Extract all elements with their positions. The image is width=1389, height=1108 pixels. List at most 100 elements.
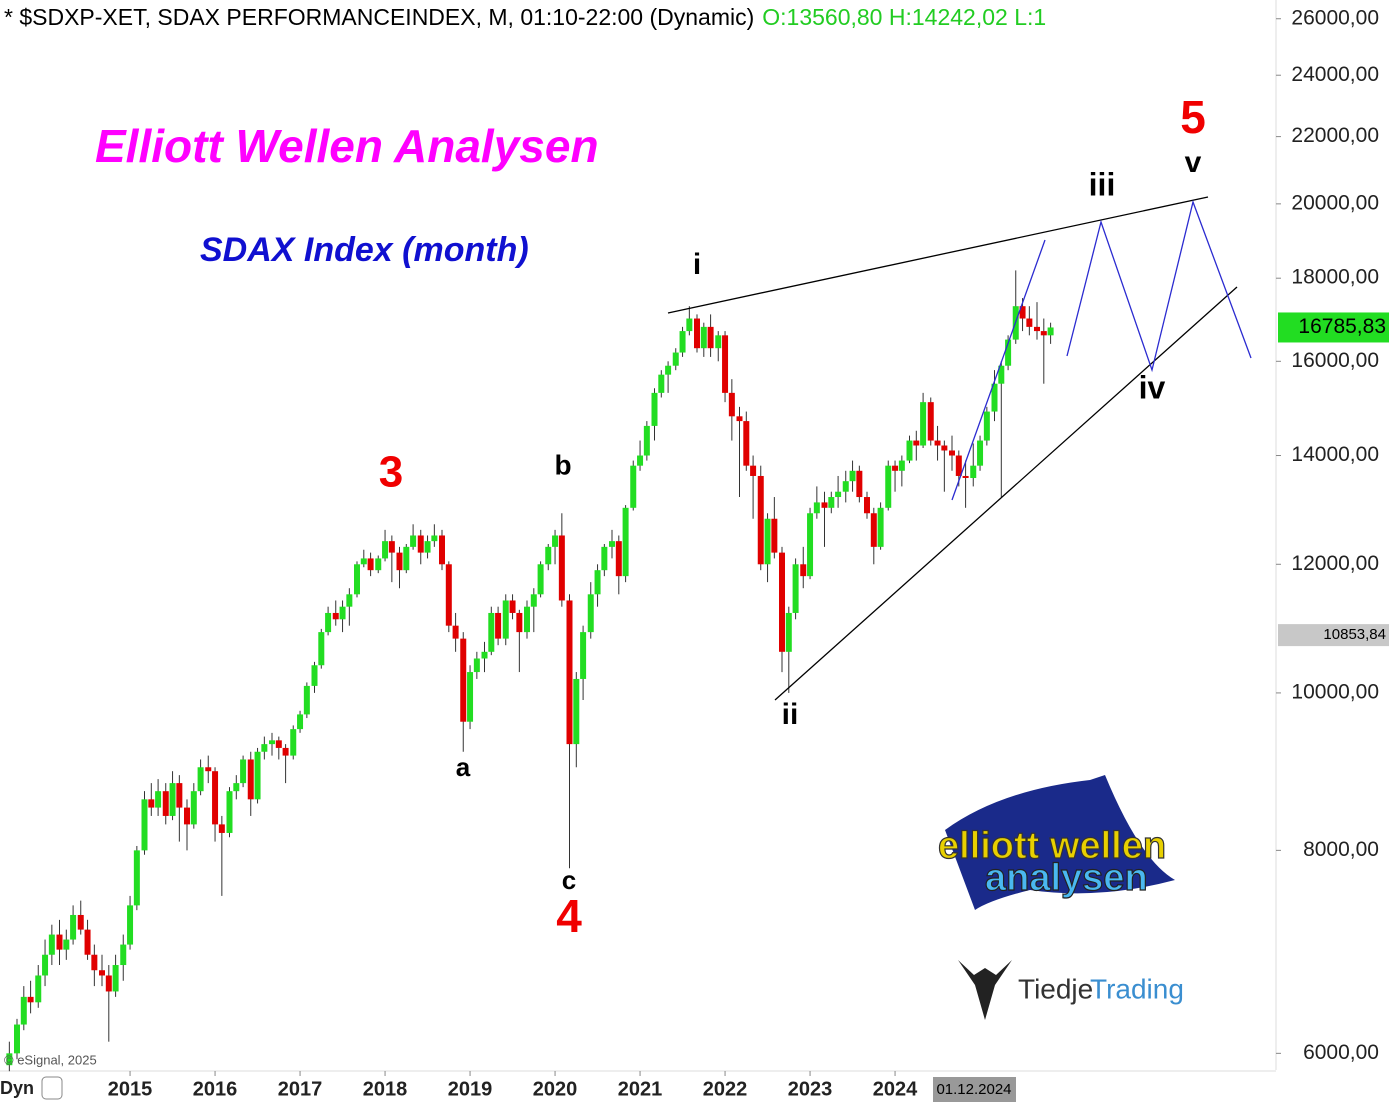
wave-line (951, 239, 1046, 501)
candle-body (311, 665, 318, 686)
candle-body (91, 954, 98, 971)
source: © eSignal, 2025 (4, 1052, 97, 1067)
candle-body (396, 552, 403, 571)
candle-body (615, 541, 622, 577)
candle-body (906, 440, 913, 461)
candle-body (20, 996, 27, 1025)
candle-body (141, 799, 148, 851)
candle-body (424, 541, 431, 553)
candles (6, 270, 1054, 1072)
candle-body (233, 783, 240, 792)
candle-body (707, 326, 714, 349)
candle-body (877, 507, 884, 547)
candle-body (962, 475, 969, 479)
candle-body (226, 791, 233, 833)
candle-body (807, 513, 814, 577)
candle-body (686, 318, 693, 332)
candle-body (934, 440, 941, 446)
wave-label: 4 (556, 890, 582, 942)
candle-body (537, 564, 544, 595)
x-tick-label: 2019 (448, 1078, 493, 1100)
candle-body (332, 612, 339, 620)
candle-body (56, 934, 63, 950)
candle-body (983, 411, 990, 441)
candle-body (892, 465, 899, 471)
candle-body (488, 612, 495, 652)
candle-body (835, 491, 842, 498)
candle-body (1005, 339, 1012, 366)
mode-label: Dyn (0, 1078, 34, 1098)
candle-body (658, 374, 665, 393)
candle-body (849, 470, 856, 482)
candle-body (240, 759, 247, 784)
candle-body (609, 541, 615, 547)
projection-line (1066, 199, 1252, 373)
candle-body (764, 518, 771, 565)
lower-trendline (774, 286, 1238, 701)
candle-body (120, 944, 127, 966)
candle-body (955, 455, 962, 476)
candle-body (736, 416, 743, 422)
candle-body (127, 905, 134, 945)
candle-body (275, 740, 282, 748)
candle-body (63, 939, 70, 950)
candle-body (190, 791, 197, 825)
candle-body (998, 365, 1005, 384)
candle-body (792, 564, 799, 613)
candle-body (431, 535, 438, 542)
candle-body (927, 402, 934, 441)
tiedje-icon (958, 960, 1012, 1020)
candle-body (502, 600, 509, 639)
candle-body (516, 612, 523, 633)
candle-body (48, 934, 55, 955)
candle-body (558, 535, 565, 601)
candle-body (112, 965, 119, 992)
candle-body (481, 651, 488, 659)
y-tick-label: 6000,00 (1303, 1041, 1379, 1064)
candle-body (885, 465, 892, 508)
candle-body (254, 751, 261, 800)
candle-body (155, 791, 162, 808)
tiedje-text: Tiedje (1018, 973, 1093, 1004)
y-tick-label: 20000,00 (1291, 191, 1379, 214)
logo-flag (945, 775, 1175, 910)
candle-body (750, 465, 757, 476)
x-tick-label: 2024 (873, 1078, 918, 1100)
candle-body (1040, 331, 1047, 336)
candle-body (743, 421, 750, 466)
x-tick-label: 2015 (108, 1078, 153, 1100)
candle-body (99, 970, 105, 976)
candle-body (460, 638, 467, 722)
candle-body (991, 383, 998, 412)
candle-body (580, 632, 587, 679)
wave-label: 5 (1180, 91, 1206, 143)
y-tick-label: 22000,00 (1291, 124, 1379, 147)
candle-body (439, 535, 445, 565)
candle-body (346, 594, 353, 607)
candle-body (665, 365, 672, 375)
candle-body (445, 564, 452, 626)
candle-body (622, 507, 629, 577)
candle-body (566, 600, 573, 745)
wave-label: iv (1139, 369, 1166, 405)
candle-body (1019, 306, 1026, 319)
candle-body (197, 767, 204, 792)
candle-body (779, 552, 785, 652)
wave-label: a (456, 752, 471, 782)
lock-icon[interactable] (41, 1076, 63, 1100)
candle-body (473, 658, 480, 673)
candle-body (800, 564, 807, 577)
candle-body (913, 440, 920, 446)
candle-body (403, 546, 410, 571)
candle-body (354, 564, 360, 595)
y-axis-panel (1277, 0, 1389, 1070)
header: * $SDXP-XET, SDAX PERFORMANCEINDEX, M, 0… (4, 4, 754, 30)
wave-label: i (693, 248, 701, 281)
candle-body (700, 326, 707, 349)
x-tick-label: 2022 (703, 1078, 748, 1100)
x-tick-label: 2018 (363, 1078, 408, 1100)
candle-body (218, 824, 225, 833)
